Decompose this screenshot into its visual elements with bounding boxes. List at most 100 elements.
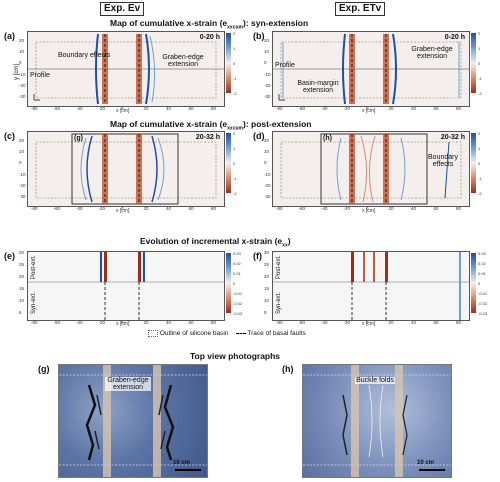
- evolution-e: Post-ext. Syn-ext.: [27, 251, 225, 321]
- b-xtick: -40: [321, 106, 328, 111]
- f-cbtick: 0: [478, 281, 481, 286]
- c-xtick: 80: [211, 206, 217, 211]
- d-xtick: -60: [298, 206, 306, 211]
- a-cbtick: 0: [233, 61, 236, 66]
- evolution-e-graphic: [28, 252, 224, 320]
- strain-map-d: 20-32 h (h) Boundary effects: [272, 131, 470, 207]
- a-ytick: 10: [19, 49, 25, 55]
- xlabel-f: x [cm]: [362, 321, 376, 327]
- d-cbtick: 0: [478, 161, 481, 166]
- ann-graben-edge-b: Graben-edge extension: [411, 46, 453, 60]
- e-cbtick: 0: [233, 281, 236, 286]
- f-ytick: 20: [264, 274, 270, 279]
- a-xtick: -40: [76, 106, 83, 111]
- f-cbtick: 0.03: [478, 251, 486, 256]
- d-ytick: 10: [264, 149, 270, 155]
- time-a: 0-20 h: [199, 34, 220, 41]
- d-xtick: -20: [343, 206, 351, 211]
- scalebar-g: [175, 469, 201, 471]
- f-ytick: 30: [264, 250, 270, 255]
- inset-label-h: (h): [323, 135, 332, 142]
- d-ytick: -10: [264, 171, 271, 177]
- f-ytick: 5: [264, 310, 267, 315]
- e-ytick: 10: [19, 298, 25, 303]
- panel-label-e: (e): [4, 251, 15, 261]
- b-xtick: 80: [456, 106, 462, 111]
- title-photos: Top view photographs: [190, 351, 281, 361]
- f-ytick: 25: [264, 262, 270, 267]
- ann-profile-a: Profile: [30, 72, 50, 79]
- outline-swatch-icon: [148, 330, 158, 337]
- xlabel-c: x [cm]: [116, 208, 130, 214]
- b-xtick: 20: [388, 106, 394, 111]
- a-xtick: -80: [31, 106, 38, 111]
- legend-outline: Outline of silicone basin: [159, 330, 229, 338]
- a-cbtick: 1: [233, 46, 236, 51]
- f-xtick: 80: [456, 320, 462, 325]
- xlabel-a: x [cm]: [116, 108, 130, 114]
- b-ytick: 10: [264, 49, 270, 55]
- e-ytick: 25: [19, 262, 25, 267]
- d-ytick: -30: [264, 194, 271, 199]
- panel-label-g: (g): [38, 364, 50, 374]
- c-xtick: -20: [98, 206, 106, 211]
- syn-ext-label-f: Syn-ext.: [276, 291, 282, 314]
- time-c: 20-32 h: [195, 134, 220, 141]
- a-cbtick: 2: [233, 31, 236, 36]
- c-ytick: 10: [19, 149, 25, 155]
- panel-label-h: (h): [282, 364, 294, 374]
- panel-label-b: (b): [253, 31, 265, 41]
- d-xtick: 40: [411, 206, 417, 211]
- title-syn-extension: Map of cumulative x-strain (exxcum): syn…: [110, 18, 309, 31]
- f-xtick: 40: [411, 320, 417, 325]
- time-b: 0-20 h: [444, 34, 465, 41]
- strain-map-b: 0-20 h Graben-edge extension Basin-margi…: [272, 31, 470, 107]
- photo-g-graphic: [59, 365, 207, 477]
- e-cbtick: 0.03: [233, 251, 241, 256]
- inset-label-g: (g): [74, 135, 83, 142]
- d-xtick: -40: [321, 206, 328, 211]
- a-xtick: 20: [143, 106, 149, 111]
- d-ytick: 20: [264, 138, 270, 143]
- colorbar-a: [226, 33, 231, 93]
- c-ytick: -20: [19, 182, 26, 188]
- ann-boundary-effects-d: Boundary effects: [428, 154, 458, 168]
- f-cbtick: -0.01: [478, 291, 488, 296]
- e-ytick: 5: [19, 310, 22, 315]
- f-xtick: 60: [433, 320, 439, 325]
- strain-map-c-graphic: [35, 133, 217, 205]
- c-cbtick: 0: [233, 161, 236, 166]
- c-xtick: 60: [188, 206, 194, 211]
- f-xtick: 0: [366, 320, 369, 325]
- header-exp-ev: Exp. Ev: [100, 2, 145, 16]
- c-cbtick: -1: [233, 176, 237, 181]
- f-xtick: -40: [321, 320, 328, 325]
- e-xtick: 80: [211, 320, 217, 325]
- ann-boundary-effects-a: Boundary effects: [58, 52, 111, 59]
- colorbar-c: [226, 133, 231, 193]
- c-xtick: -60: [53, 206, 61, 211]
- colorbar-b: [471, 33, 476, 93]
- d-cbtick: -2: [478, 191, 482, 196]
- f-ytick: 15: [264, 286, 270, 291]
- f-xtick: 20: [388, 320, 394, 325]
- fault-swatch-icon: [235, 333, 246, 334]
- panel-label-a: (a): [4, 31, 15, 41]
- ann-buckle-folds-h: Buckle folds: [355, 377, 395, 384]
- e-cbtick: -0.03: [233, 311, 243, 316]
- b-cbtick: -2: [478, 91, 482, 96]
- c-cbtick: 1: [233, 146, 236, 151]
- a-ytick: 0: [19, 60, 22, 66]
- strain-map-b-graphic: [273, 33, 469, 105]
- b-cbtick: -1: [478, 76, 482, 81]
- ann-basin-margin-b: Basin-margin extension: [297, 80, 339, 94]
- c-ytick: 0: [19, 160, 22, 166]
- b-xtick: -20: [343, 106, 351, 111]
- colorbar-d: [471, 133, 476, 193]
- ann-graben-edge-g: Graben-edge extension: [105, 377, 151, 391]
- e-ytick: 30: [19, 250, 25, 255]
- f-xtick: -20: [343, 320, 351, 325]
- ann-graben-edge-a: Graben-edge extension: [162, 54, 204, 68]
- c-xtick: 20: [143, 206, 149, 211]
- time-d: 20-32 h: [440, 134, 465, 141]
